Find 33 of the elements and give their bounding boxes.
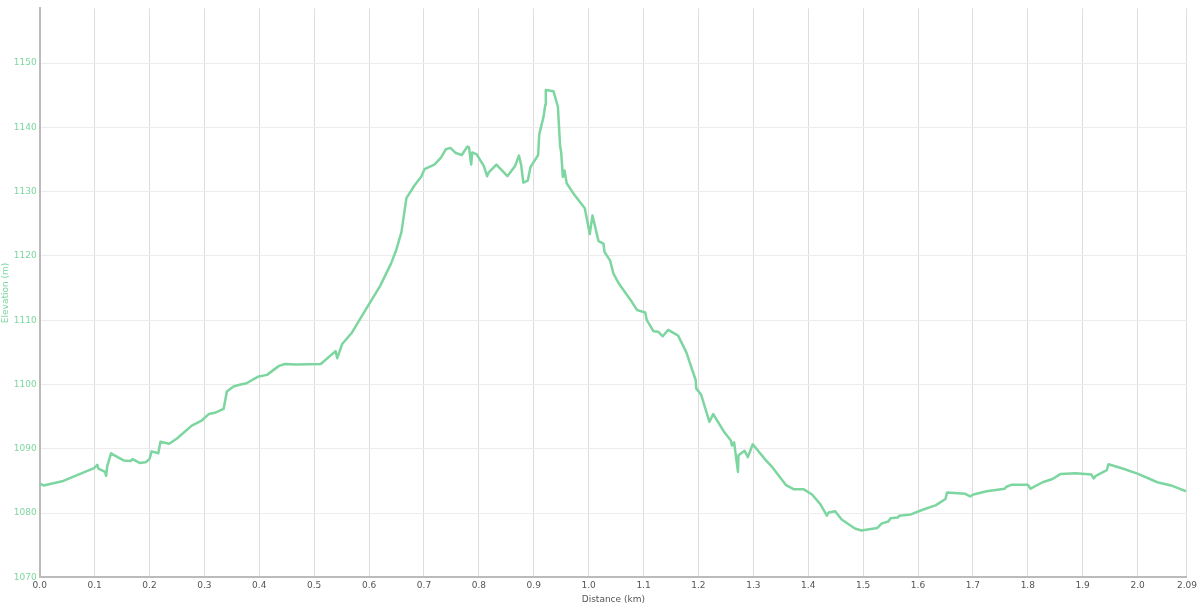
x-tick-label: 0.9 xyxy=(526,580,542,591)
x-tick-label: 0.7 xyxy=(416,580,432,591)
x-axis-title: Distance (km) xyxy=(581,593,645,604)
x-tick-label: 0.1 xyxy=(87,580,102,591)
y-tick-label: 1080 xyxy=(13,507,37,518)
x-tick-label: 1.4 xyxy=(801,580,816,591)
x-tick-label: 1.2 xyxy=(691,580,706,591)
y-tick-label: 1100 xyxy=(13,378,37,389)
x-tick-label: 0.2 xyxy=(142,580,157,591)
x-tick-label: 0.0 xyxy=(32,580,48,591)
y-tick-label: 1110 xyxy=(13,314,37,325)
y-tick-label: 1120 xyxy=(13,250,37,261)
y-tick-label: 1150 xyxy=(13,57,37,68)
y-tick-label: 1090 xyxy=(13,443,37,454)
x-tick-label: 1.0 xyxy=(581,580,597,591)
y-axis-title: Elevation (m) xyxy=(0,262,10,324)
x-tick-label: 0.6 xyxy=(361,580,377,591)
y-tick-label: 1130 xyxy=(13,185,37,196)
x-tick-label: 2.09 xyxy=(1176,580,1198,591)
y-tick-label: 1140 xyxy=(13,121,37,132)
x-tick-label: 1.3 xyxy=(746,580,761,591)
x-tick-label: 1.9 xyxy=(1075,580,1091,591)
x-tick-label: 1.6 xyxy=(910,580,926,591)
x-tick-label: 1.7 xyxy=(965,580,981,591)
x-tick-label: 1.5 xyxy=(855,580,871,591)
x-tick-label: 0.3 xyxy=(197,580,212,591)
x-tick-label: 1.1 xyxy=(636,580,651,591)
x-tick-label: 2.0 xyxy=(1130,580,1145,591)
x-tick-label: 0.8 xyxy=(471,580,487,591)
x-tick-label: 1.8 xyxy=(1020,580,1036,591)
y-tick-label: 1070 xyxy=(13,571,37,582)
x-tick-label: 0.4 xyxy=(252,580,267,591)
x-tick-label: 0.5 xyxy=(307,580,322,591)
